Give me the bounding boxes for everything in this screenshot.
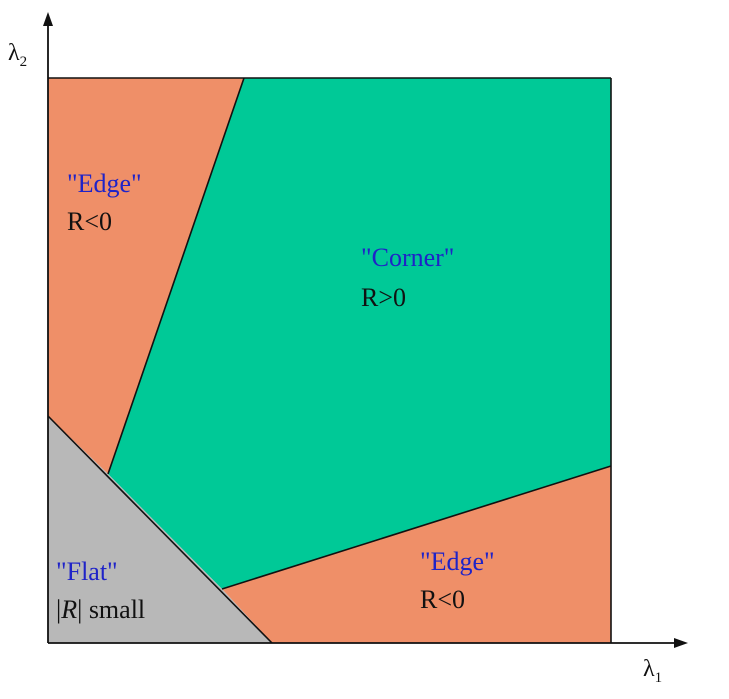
plot-frame xyxy=(48,77,612,643)
corner-condition: R>0 xyxy=(361,283,406,312)
corner-name: "Corner" xyxy=(361,243,454,272)
flat-condition: |R| small xyxy=(56,595,145,624)
edge-region-top-left xyxy=(48,78,244,474)
x-axis-arrow-icon xyxy=(674,638,688,648)
edge-top-left-condition: R<0 xyxy=(67,207,112,236)
x-axis-label: λ1 xyxy=(643,656,662,686)
edge-region-bottom-right xyxy=(222,466,611,643)
edge-bottom-right-condition: R<0 xyxy=(420,585,465,614)
edge-bottom-right-name: "Edge" xyxy=(420,547,495,576)
y-axis-arrow-icon xyxy=(43,12,53,26)
corner-region xyxy=(108,78,611,589)
edge-top-left-name: "Edge" xyxy=(67,169,142,198)
region-boundaries xyxy=(47,77,612,644)
y-axis-label: λ2 xyxy=(8,40,27,70)
flat-name: "Flat" xyxy=(56,557,118,586)
y-axis xyxy=(43,12,53,643)
x-axis xyxy=(48,638,688,648)
